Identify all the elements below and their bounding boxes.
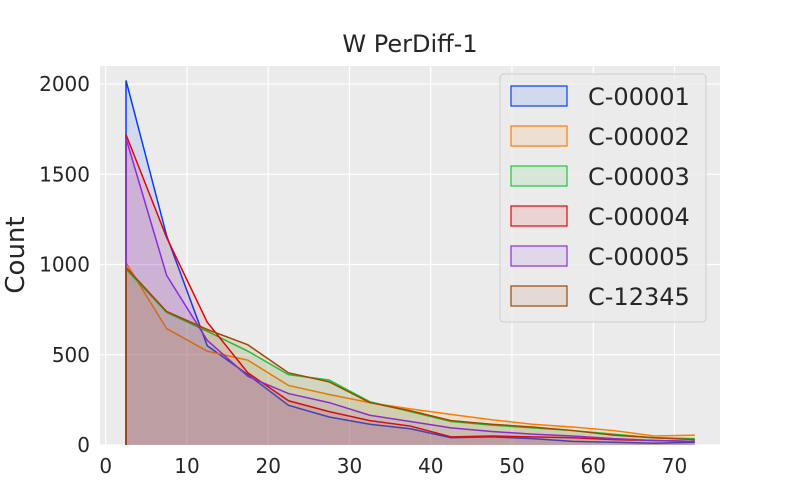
legend-swatch [510, 165, 568, 187]
x-tick-label: 50 [499, 454, 524, 478]
series-area-fill [126, 134, 695, 446]
series-line [125, 265, 695, 445]
tick-labels: 0 10 20 30 40 50 60 70 0 500 1000 1500 2000 [39, 72, 687, 478]
y-tick-label: 2000 [39, 72, 90, 96]
legend: C-00001 C-00002 C-00003 C-00004 C-00005 C-123… [499, 73, 707, 323]
legend-label: C-00005 [588, 243, 690, 271]
legend-label: C-00004 [588, 203, 690, 231]
x-tick-label: 0 [99, 454, 112, 478]
legend-swatch [510, 85, 568, 107]
x-tick-label: 30 [337, 454, 362, 478]
series-area-fill [126, 262, 695, 445]
series-area-fill [126, 267, 695, 445]
series-line [125, 137, 695, 445]
series-area-fill [126, 138, 695, 445]
x-tick-label: 10 [174, 454, 199, 478]
legend-label: C-00002 [588, 123, 690, 151]
legend-swatch [510, 285, 568, 307]
x-tick-label: 70 [662, 454, 687, 478]
legend-swatch [510, 245, 568, 267]
legend-label: C-12345 [588, 283, 690, 311]
y-tick-label: 1500 [39, 162, 90, 186]
series-area-fill [126, 80, 695, 445]
series-line [125, 134, 695, 445]
legend-swatch [510, 205, 568, 227]
chart-title: W PerDiff-1 [342, 30, 477, 58]
y-tick-label: 500 [52, 343, 90, 367]
legend-label: C-00001 [588, 83, 690, 111]
series-line [125, 260, 695, 445]
y-tick-label: 0 [77, 433, 90, 457]
x-tick-label: 20 [255, 454, 280, 478]
series-line [125, 80, 695, 445]
legend-label: C-00003 [588, 163, 690, 191]
series-area-fill [126, 269, 695, 445]
legend-swatch [510, 125, 568, 147]
legend-frame [499, 73, 707, 323]
x-tick-label: 60 [581, 454, 606, 478]
y-axis-label: Count [1, 216, 31, 293]
x-tick-label: 40 [418, 454, 443, 478]
series-areas [125, 80, 695, 446]
y-tick-label: 1000 [39, 253, 90, 277]
